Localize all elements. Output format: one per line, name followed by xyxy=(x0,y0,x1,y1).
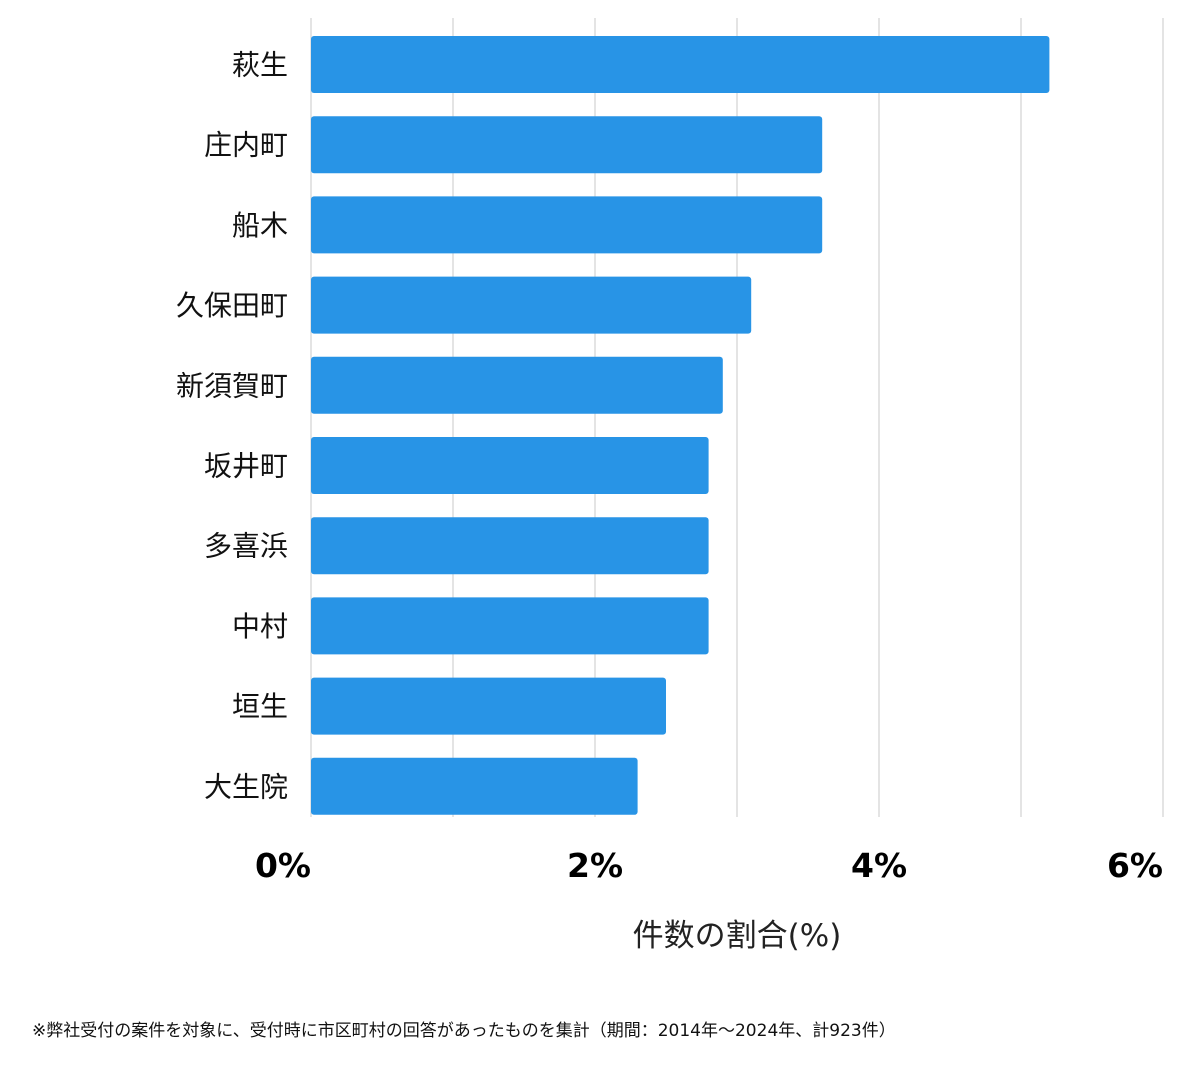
x-tick-label: 4% xyxy=(851,846,907,885)
bars xyxy=(311,36,1050,815)
category-label: 垣生 xyxy=(232,690,288,723)
category-label: 多喜浜 xyxy=(204,530,288,563)
bar xyxy=(311,437,709,494)
category-label: 大生院 xyxy=(204,770,288,803)
category-label: 坂井町 xyxy=(204,450,288,483)
bar xyxy=(311,196,823,254)
footnote: ※弊社受付の案件を対象に、受付時に市区町村の回答があったものを集計（期間：201… xyxy=(32,1021,896,1041)
bar xyxy=(311,36,1050,93)
category-label: 庄内町 xyxy=(204,129,288,162)
category-label: 久保田町 xyxy=(176,289,288,322)
category-label: 萩生 xyxy=(232,49,288,82)
category-label: 中村 xyxy=(232,610,288,643)
bar xyxy=(311,597,709,655)
bar xyxy=(311,517,709,575)
x-axis-title: 件数の割合(%) xyxy=(633,918,842,954)
x-tick-labels: 0% 2% 4% 6% xyxy=(255,846,1163,885)
category-label: 船木 xyxy=(232,209,288,242)
x-tick-label: 2% xyxy=(567,846,623,885)
bar xyxy=(311,757,638,815)
bar xyxy=(311,276,752,334)
x-tick-label: 6% xyxy=(1107,846,1163,885)
bar xyxy=(311,677,666,735)
bar xyxy=(311,356,723,414)
bar xyxy=(311,116,823,174)
x-tick-label: 0% xyxy=(255,846,311,885)
category-label: 新須賀町 xyxy=(176,369,288,402)
